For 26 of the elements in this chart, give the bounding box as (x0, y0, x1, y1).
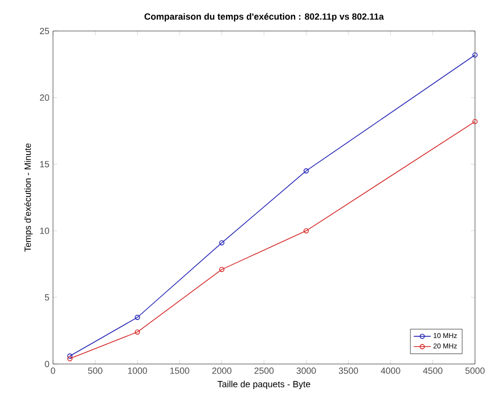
y-tick-label: 15 (40, 161, 50, 168)
x-tick-label: 2000 (212, 368, 232, 374)
x-tick-label: 3000 (296, 368, 316, 374)
x-tick-label: 1500 (170, 368, 190, 374)
x-tick-label: 4500 (423, 368, 442, 374)
x-tick-label: 500 (88, 368, 102, 374)
x-axis-title: Taille de paquets - Byte (218, 380, 310, 390)
y-tick-label: 5 (44, 294, 50, 301)
chart-title: Comparaison du temps d'exécution : 802.11p vs 802.11a (144, 13, 384, 22)
point (304, 168, 309, 174)
y-tick-label: 25 (40, 28, 50, 34)
x-tick-label: 1000 (128, 368, 148, 374)
point (134, 329, 140, 335)
point (219, 240, 224, 246)
y-axis-title: Temps d'exécution - Minute (24, 143, 33, 252)
point (304, 228, 309, 234)
x-tick-label: 3500 (338, 368, 358, 374)
y-tick-label: 10 (40, 228, 50, 234)
point (134, 314, 140, 320)
point (219, 266, 224, 272)
y-tick-label: 20 (40, 94, 50, 101)
x-tick-label: 0 (50, 368, 56, 374)
y-tick-label: 0 (44, 360, 50, 368)
x-tick-label: 2500 (254, 368, 274, 374)
x-tick-label: 5000 (465, 368, 485, 374)
x-tick-label: 4000 (380, 368, 400, 374)
